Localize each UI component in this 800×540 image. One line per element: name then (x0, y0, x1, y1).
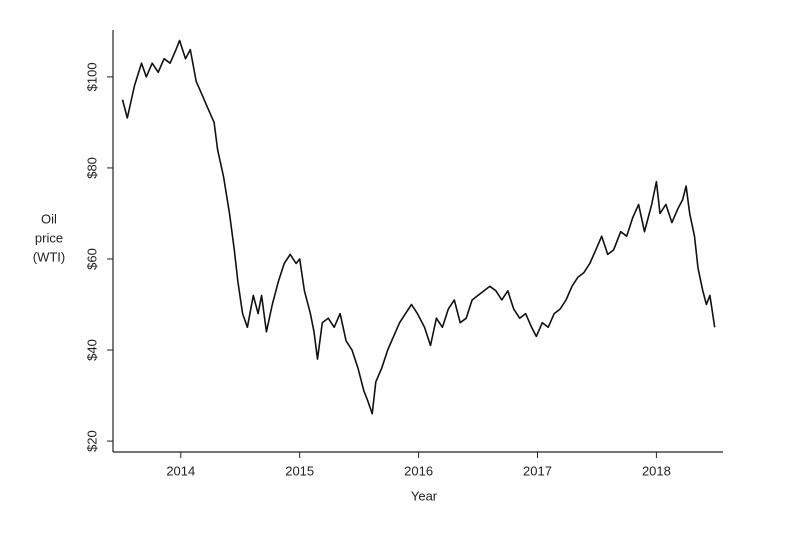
x-tick-label: 2016 (404, 463, 433, 478)
y-tick-label: $20 (84, 430, 99, 452)
y-axis-label: Oil (41, 211, 57, 226)
price-line (121, 39, 716, 415)
y-tick-label: $60 (84, 248, 99, 270)
x-tick-label: 2018 (642, 463, 671, 478)
x-tick-label: 2014 (166, 463, 195, 478)
x-tick-label: 2017 (523, 463, 552, 478)
y-axis-label: (WTI) (33, 249, 65, 264)
y-tick-label: $80 (84, 157, 99, 179)
y-tick-label: $100 (84, 62, 99, 91)
y-tick-label: $40 (84, 339, 99, 361)
x-tick-label: 2015 (285, 463, 314, 478)
y-axis-label: price (35, 230, 63, 245)
x-axis-label: Year (411, 488, 438, 503)
